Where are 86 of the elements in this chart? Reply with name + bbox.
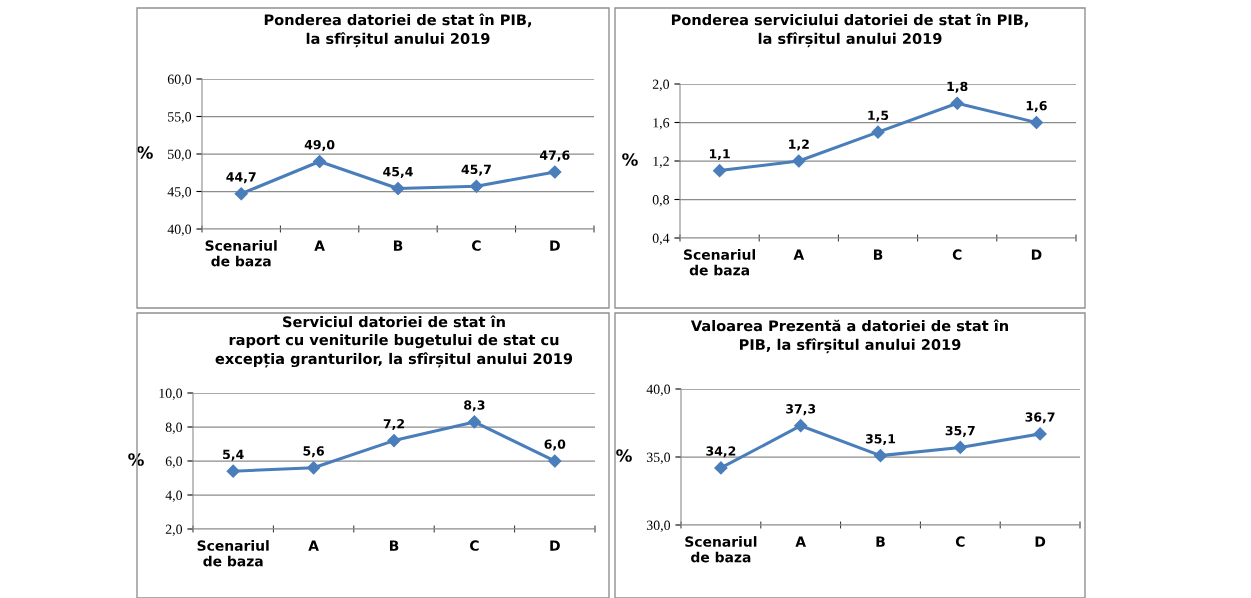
point xyxy=(794,419,808,433)
x-tick-label: B xyxy=(389,540,399,551)
x-tick-label: Scenariul de baza xyxy=(205,240,277,267)
data-label: 35,7 xyxy=(945,425,975,437)
point xyxy=(1029,115,1043,130)
y-tick-label: 0,4 xyxy=(652,233,670,245)
x-tick-label: D xyxy=(1035,536,1046,547)
point xyxy=(469,179,483,193)
point xyxy=(792,154,806,168)
y-tick-label: 6,0 xyxy=(165,456,183,468)
y-tick-label: 40,0 xyxy=(167,224,192,236)
y-tick-label: 60,0 xyxy=(167,74,192,86)
point xyxy=(1033,427,1047,441)
x-tick-label: B xyxy=(876,536,885,547)
x-tick-label: A xyxy=(795,536,807,547)
data-label: 49,0 xyxy=(304,139,335,151)
point xyxy=(387,434,401,448)
y-tick-label: 45,0 xyxy=(167,187,192,199)
point xyxy=(953,440,967,455)
point xyxy=(950,96,964,110)
data-label: 1,5 xyxy=(868,110,889,122)
x-tick-label: C xyxy=(952,249,962,260)
y-tick-label: 8,0 xyxy=(165,422,183,434)
data-label: 35,1 xyxy=(865,434,896,446)
chart-title: Valoarea Prezentă a datoriei de stat în PIB, la sfîrșitul anului 2019 xyxy=(690,319,1008,354)
point xyxy=(307,461,321,475)
data-label: 5,4 xyxy=(223,449,244,461)
data-label: 44,7 xyxy=(226,172,256,184)
point xyxy=(226,464,240,478)
y-tick-label: 30,0 xyxy=(646,520,671,532)
x-tick-label: B xyxy=(393,240,403,251)
y-tick-label: 4,0 xyxy=(165,490,183,502)
y-tick-label: 1,6 xyxy=(653,118,670,130)
data-label: 45,7 xyxy=(461,164,491,176)
y-axis-title: % xyxy=(616,449,632,462)
point xyxy=(234,187,248,201)
x-tick-label: D xyxy=(1031,249,1042,260)
data-label: 45,4 xyxy=(383,167,413,178)
y-axis-title: % xyxy=(622,153,638,166)
y-tick-label: 1,2 xyxy=(653,156,669,168)
chart-title: Serviciul datoriei de stat în raport cu veniturile bugetului de stat cu excepția granturilor, la sfîrșitul anului 2019 xyxy=(215,315,573,368)
chart-title: Ponderea datoriei de stat în PIB, la sfîrșitul anului 2019 xyxy=(264,13,532,48)
data-label: 5,6 xyxy=(303,446,324,458)
data-label: 1,1 xyxy=(709,149,730,161)
y-tick-label: 50,0 xyxy=(168,149,192,161)
data-label: 7,2 xyxy=(383,419,404,431)
point xyxy=(548,165,562,179)
x-tick-label: C xyxy=(470,540,479,551)
data-label: 1,2 xyxy=(789,139,809,151)
chart-title: Ponderea serviciului datoriei de stat în PIB, la sfîrșitul anului 2019 xyxy=(671,13,1028,48)
data-label: 34,2 xyxy=(706,446,736,458)
x-tick-label: D xyxy=(550,240,560,251)
y-tick-label: 0,8 xyxy=(652,195,670,207)
x-tick-label: A xyxy=(308,540,319,551)
data-label: 36,7 xyxy=(1025,412,1055,424)
data-label: 8,3 xyxy=(464,400,485,412)
x-tick-label: C xyxy=(955,536,965,547)
y-tick-label: 10,0 xyxy=(159,388,183,400)
x-tick-label: Scenariul de baza xyxy=(684,249,756,276)
x-tick-label: A xyxy=(314,240,325,251)
y-tick-label: 55,0 xyxy=(168,112,192,124)
y-tick-label: 35,0 xyxy=(646,452,671,464)
x-tick-label: Scenariul de baza xyxy=(685,536,757,563)
y-axis-title: % xyxy=(128,453,144,466)
point xyxy=(391,181,405,196)
y-tick-label: 2,0 xyxy=(652,79,670,91)
x-tick-label: C xyxy=(472,240,481,251)
data-label: 1,6 xyxy=(1026,100,1047,112)
point xyxy=(467,415,481,429)
x-tick-label: Scenariul de baza xyxy=(197,540,269,567)
x-tick-label: A xyxy=(793,249,805,260)
point xyxy=(714,461,728,475)
data-label: 1,8 xyxy=(947,81,968,93)
point xyxy=(871,125,885,139)
data-label: 47,6 xyxy=(539,150,570,162)
x-tick-label: D xyxy=(550,540,560,551)
data-label: 6,0 xyxy=(544,439,566,451)
point xyxy=(873,449,888,463)
data-label: 37,3 xyxy=(786,404,816,416)
point xyxy=(313,154,327,169)
point xyxy=(548,454,562,468)
y-tick-label: 2,0 xyxy=(165,524,183,536)
x-tick-label: B xyxy=(873,249,883,260)
y-tick-label: 40,0 xyxy=(646,384,671,396)
point xyxy=(713,164,727,178)
y-axis-title: % xyxy=(137,146,153,159)
